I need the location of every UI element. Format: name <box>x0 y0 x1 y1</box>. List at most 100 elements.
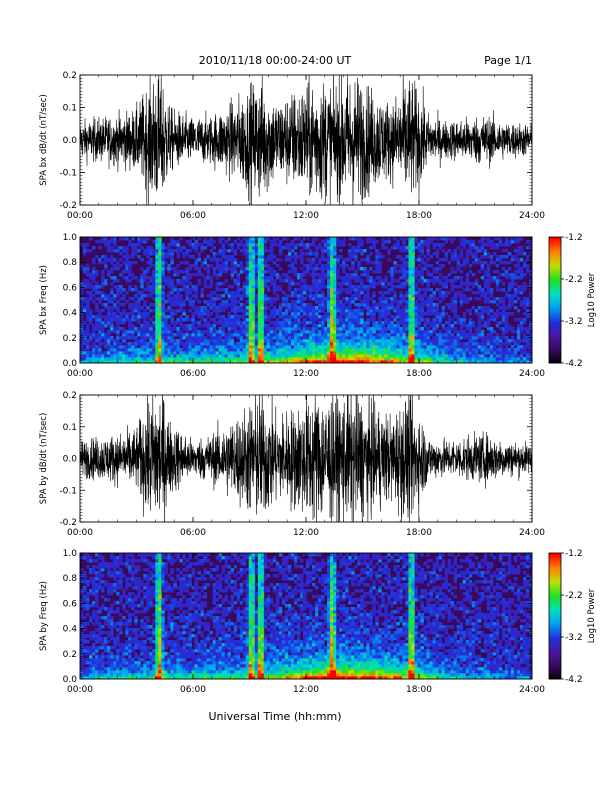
heatmap-cell <box>420 333 424 337</box>
heatmap-cell <box>444 357 449 361</box>
heatmap-cell <box>420 330 424 334</box>
heatmap-cell <box>137 315 141 319</box>
heatmap-cell <box>453 357 458 361</box>
heatmap-cell <box>98 330 102 334</box>
heatmap-cell <box>269 276 274 280</box>
heatmap-cell <box>266 354 271 358</box>
heatmap-cell <box>281 303 286 307</box>
heatmap-cell <box>191 315 195 319</box>
heatmap-cell <box>462 237 467 241</box>
heatmap-cell <box>399 303 403 307</box>
heatmap-cell <box>290 348 295 352</box>
heatmap-cell <box>257 312 262 316</box>
heatmap-cell <box>218 252 223 256</box>
heatmap-cell <box>83 342 87 346</box>
heatmap-cell <box>113 276 117 280</box>
heatmap-cell <box>86 342 90 346</box>
heatmap-cell <box>122 360 126 364</box>
heatmap-cell <box>513 240 518 244</box>
heatmap-cell <box>384 300 388 304</box>
heatmap-cell <box>402 246 406 250</box>
heatmap-cell <box>510 255 515 259</box>
heatmap-cell <box>426 342 430 346</box>
heatmap-cell <box>426 240 430 244</box>
heatmap-cell <box>363 327 367 331</box>
heatmap-cell <box>381 243 385 247</box>
heatmap-cell <box>155 297 159 301</box>
heatmap-cell <box>375 267 379 271</box>
heatmap-cell <box>450 348 455 352</box>
heatmap-cell <box>468 288 473 292</box>
heatmap-cell <box>450 252 455 256</box>
heatmap-cell <box>242 348 247 352</box>
heatmap-cell <box>522 297 527 301</box>
heatmap-cell <box>471 324 476 328</box>
heatmap-cell <box>302 321 307 325</box>
heatmap-cell <box>227 354 232 358</box>
heatmap-cell <box>224 303 229 307</box>
heatmap-cell <box>152 354 156 358</box>
heatmap-cell <box>110 318 114 322</box>
heatmap-cell <box>435 243 439 247</box>
heatmap-cell <box>459 285 464 289</box>
heatmap-cell <box>393 336 397 340</box>
heatmap-cell <box>393 339 397 343</box>
heatmap-cell <box>519 327 524 331</box>
heatmap-cell <box>233 345 238 349</box>
heatmap-cell <box>408 318 412 322</box>
heatmap-cell <box>498 342 503 346</box>
heatmap-cell <box>143 360 147 364</box>
heatmap-cell <box>158 357 162 361</box>
heatmap-cell <box>152 333 156 337</box>
heatmap-cell <box>450 255 455 259</box>
heatmap-cell <box>263 279 268 283</box>
heatmap-cell <box>393 264 397 268</box>
heatmap-cell <box>405 321 409 325</box>
heatmap-cell <box>101 285 105 289</box>
heatmap-cell <box>315 249 319 253</box>
heatmap-cell <box>242 237 247 241</box>
heatmap-cell <box>360 291 364 295</box>
heatmap-cell <box>399 309 403 313</box>
heatmap-cell <box>441 291 446 295</box>
heatmap-cell <box>453 339 458 343</box>
heatmap-cell <box>351 264 355 268</box>
heatmap-cell <box>116 300 120 304</box>
heatmap-cell <box>492 339 497 343</box>
heatmap-cell <box>221 321 226 325</box>
heatmap-cell <box>293 342 298 346</box>
heatmap-cell <box>432 267 436 271</box>
heatmap-cell <box>375 249 379 253</box>
heatmap-cell <box>125 279 129 283</box>
heatmap-cell <box>414 351 418 355</box>
heatmap-cell <box>444 342 449 346</box>
heatmap-cell <box>519 237 524 241</box>
heatmap-cell <box>438 294 442 298</box>
heatmap-cell <box>411 243 415 247</box>
heatmap-cell <box>203 246 207 250</box>
heatmap-cell <box>224 318 229 322</box>
heatmap-cell <box>299 357 304 361</box>
heatmap-cell <box>339 351 343 355</box>
heatmap-cell <box>333 303 337 307</box>
heatmap-cell <box>290 300 295 304</box>
heatmap-cell <box>251 312 256 316</box>
heatmap-cell <box>131 252 135 256</box>
heatmap-cell <box>456 339 461 343</box>
heatmap-cell <box>281 300 286 304</box>
heatmap-cell <box>429 264 433 268</box>
heatmap-cell <box>456 351 461 355</box>
heatmap-cell <box>504 291 509 295</box>
heatmap-cell <box>203 258 207 262</box>
heatmap-cell <box>438 246 442 250</box>
heatmap-cell <box>80 264 84 268</box>
heatmap-cell <box>393 330 397 334</box>
heatmap-cell <box>459 297 464 301</box>
heatmap-cell <box>287 348 292 352</box>
heatmap-cell <box>119 303 123 307</box>
heatmap-cell <box>254 297 259 301</box>
heatmap-cell <box>453 312 458 316</box>
heatmap-cell <box>143 345 147 349</box>
heatmap-cell <box>402 354 406 358</box>
heatmap-cell <box>474 312 479 316</box>
